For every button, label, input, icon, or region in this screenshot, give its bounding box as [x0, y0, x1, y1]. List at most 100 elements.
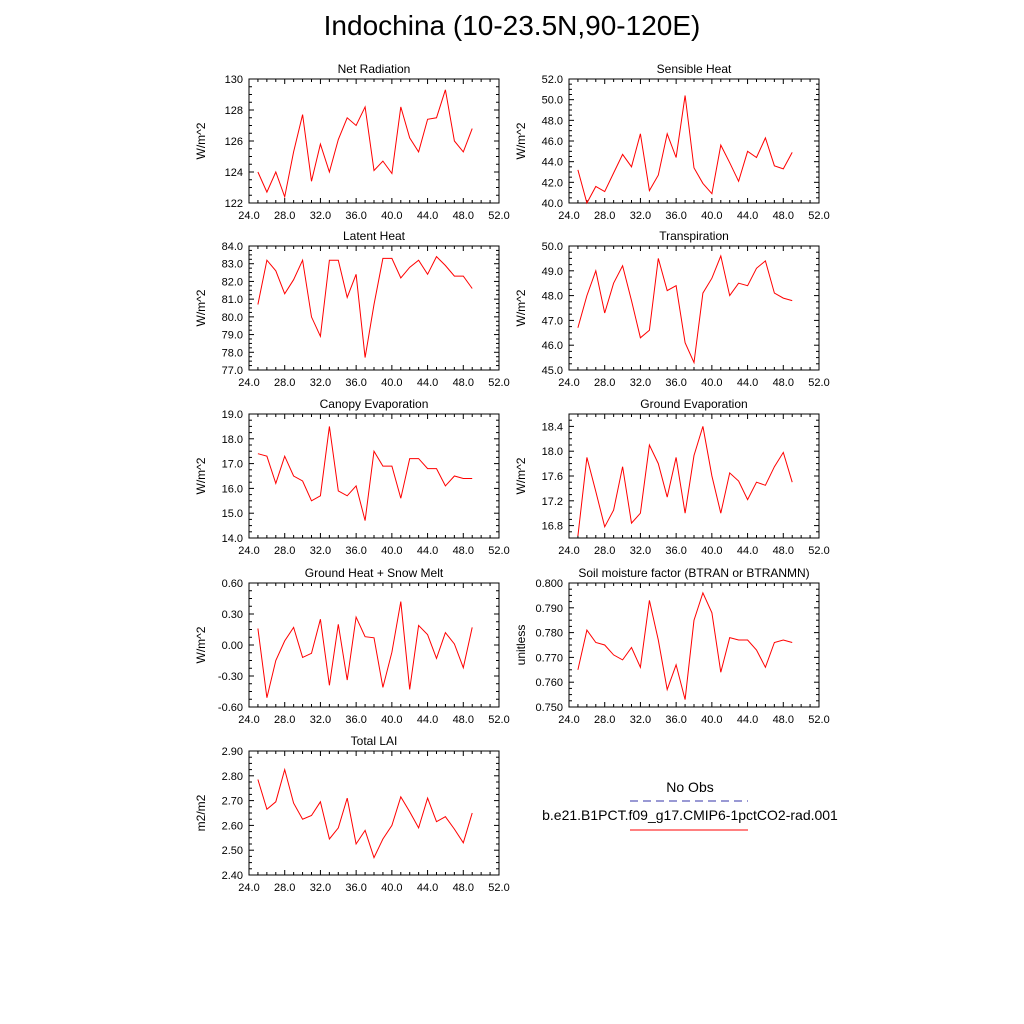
- y-tick-label: 130: [225, 74, 243, 86]
- y-axis-label: W/m^2: [514, 122, 528, 159]
- panel-title: Net Radiation: [338, 62, 411, 76]
- x-tick-label: 24.0: [238, 545, 259, 557]
- x-tick-label: 48.0: [453, 882, 474, 894]
- y-tick-label: 16.0: [222, 483, 243, 495]
- y-tick-label: 2.60: [222, 820, 243, 832]
- x-tick-label: 48.0: [773, 377, 794, 389]
- y-tick-label: 80.0: [222, 312, 243, 324]
- y-tick-label: 44.0: [542, 157, 563, 169]
- x-tick-label: 48.0: [773, 545, 794, 557]
- panel-title: Transpiration: [659, 229, 729, 243]
- series-line: [577, 95, 793, 205]
- y-tick-label: 18.0: [542, 446, 563, 458]
- y-axis-label: W/m^2: [194, 457, 208, 494]
- x-tick-label: 32.0: [630, 545, 651, 557]
- x-tick-label: 48.0: [453, 210, 474, 222]
- series-line: [577, 426, 793, 537]
- y-axis-label: W/m^2: [194, 626, 208, 663]
- x-tick-label: 52.0: [488, 714, 509, 726]
- x-tick-label: 44.0: [737, 545, 758, 557]
- x-tick-label: 52.0: [808, 714, 829, 726]
- panel-2: 24.0 28.0 32.0 36.0 40.0 44.0 48.0 52.0 77.0 78.0…: [194, 229, 510, 389]
- plot-frame: [248, 245, 500, 371]
- x-tick-label: 28.0: [274, 377, 295, 389]
- y-tick-label: 50.0: [542, 95, 563, 107]
- y-tick-label: 17.0: [222, 459, 243, 471]
- panel-6: 24.0 28.0 32.0 36.0 40.0 44.0 48.0 52.0 -0.60 -0.…: [194, 566, 510, 726]
- x-tick-label: 52.0: [488, 545, 509, 557]
- x-tick-label: 40.0: [701, 377, 722, 389]
- plot-frame: [248, 413, 500, 539]
- x-tick-label: 40.0: [701, 714, 722, 726]
- x-tick-label: 24.0: [558, 714, 579, 726]
- y-tick-label: 50.0: [542, 241, 563, 253]
- y-tick-label: 82.0: [222, 276, 243, 288]
- y-tick-label: 0.780: [535, 628, 563, 640]
- x-tick-label: 36.0: [345, 377, 366, 389]
- y-axis-label: W/m^2: [194, 122, 208, 159]
- x-tick-label: 48.0: [453, 545, 474, 557]
- x-tick-label: 48.0: [453, 377, 474, 389]
- x-tick-label: 44.0: [417, 545, 438, 557]
- y-tick-label: 126: [225, 136, 243, 148]
- y-tick-label: 14.0: [222, 533, 243, 545]
- series-line: [257, 89, 473, 199]
- panel-title: Ground Evaporation: [640, 397, 747, 411]
- y-tick-label: 122: [225, 198, 243, 210]
- x-tick-label: 36.0: [665, 545, 686, 557]
- plot-frame: [248, 78, 500, 204]
- x-tick-label: 52.0: [808, 545, 829, 557]
- y-tick-label: 52.0: [542, 74, 563, 86]
- x-tick-label: 40.0: [701, 545, 722, 557]
- x-tick-label: 32.0: [630, 210, 651, 222]
- y-tick-label: 2.80: [222, 771, 243, 783]
- series-line: [257, 601, 473, 698]
- x-tick-label: 48.0: [453, 714, 474, 726]
- x-tick-label: 40.0: [701, 210, 722, 222]
- panel-5: 24.0 28.0 32.0 36.0 40.0 44.0 48.0 52.0 16.8 17.2…: [514, 397, 830, 557]
- y-tick-label: 0.800: [535, 578, 563, 590]
- panel-8: 24.0 28.0 32.0 36.0 40.0 44.0 48.0 52.0 2.40 2.50…: [194, 734, 510, 894]
- plot-frame: [248, 582, 500, 708]
- y-tick-label: 81.0: [222, 294, 243, 306]
- x-tick-label: 52.0: [808, 377, 829, 389]
- y-axis-label: W/m^2: [514, 457, 528, 494]
- x-tick-label: 28.0: [274, 714, 295, 726]
- y-axis-label: W/m^2: [514, 289, 528, 326]
- y-tick-label: 2.70: [222, 796, 243, 808]
- panel-7: 24.0 28.0 32.0 36.0 40.0 44.0 48.0 52.0 0.750 0.7…: [514, 566, 830, 726]
- y-tick-label: -0.60: [218, 702, 243, 714]
- panel-title: Soil moisture factor (BTRAN or BTRANMN): [578, 566, 809, 580]
- x-tick-label: 52.0: [488, 210, 509, 222]
- y-tick-label: 2.50: [222, 845, 243, 857]
- x-tick-label: 44.0: [417, 377, 438, 389]
- x-tick-label: 32.0: [310, 377, 331, 389]
- x-tick-label: 40.0: [381, 210, 402, 222]
- y-tick-label: 16.8: [542, 521, 563, 533]
- x-tick-label: 48.0: [773, 714, 794, 726]
- x-tick-label: 24.0: [238, 377, 259, 389]
- x-tick-label: 28.0: [594, 545, 615, 557]
- y-tick-label: 47.0: [542, 315, 563, 327]
- x-tick-label: 32.0: [310, 210, 331, 222]
- x-tick-label: 40.0: [381, 714, 402, 726]
- y-tick-label: -0.30: [218, 671, 243, 683]
- y-tick-label: 128: [225, 105, 243, 117]
- y-tick-label: 0.760: [535, 677, 563, 689]
- x-tick-label: 32.0: [630, 377, 651, 389]
- x-tick-label: 52.0: [808, 210, 829, 222]
- y-tick-label: 40.0: [542, 198, 563, 210]
- y-tick-label: 0.60: [222, 578, 243, 590]
- panel-4: 24.0 28.0 32.0 36.0 40.0 44.0 48.0 52.0 14.0 15.0…: [194, 397, 510, 557]
- y-tick-label: 18.4: [542, 421, 563, 433]
- y-tick-label: 48.0: [542, 291, 563, 303]
- plot-frame: [568, 582, 820, 708]
- y-tick-label: 79.0: [222, 330, 243, 342]
- x-tick-label: 52.0: [488, 377, 509, 389]
- y-tick-label: 48.0: [542, 115, 563, 127]
- x-tick-label: 32.0: [630, 714, 651, 726]
- y-tick-label: 45.0: [542, 365, 563, 377]
- x-tick-label: 36.0: [665, 210, 686, 222]
- x-tick-label: 28.0: [274, 210, 295, 222]
